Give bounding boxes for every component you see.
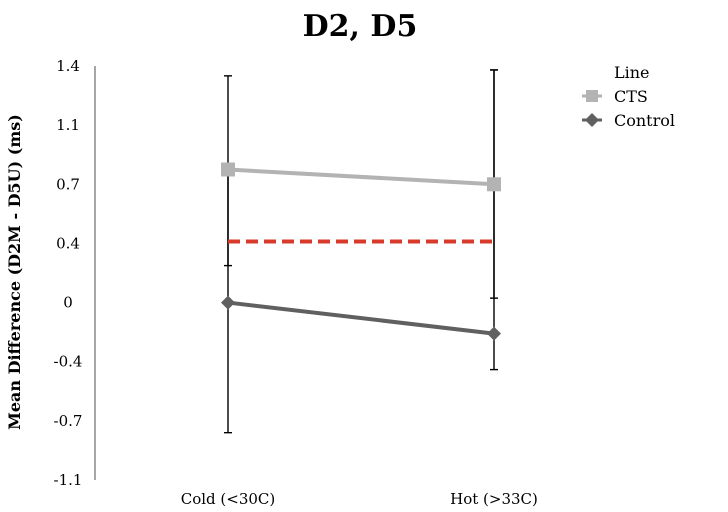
data-point-cts (487, 177, 501, 192)
data-point-cts (221, 162, 235, 177)
data-point-control (487, 326, 501, 341)
y-tick-label: -1.1 (54, 471, 83, 489)
legend-title: Line (614, 63, 650, 82)
y-tick-label: -0.4 (54, 353, 83, 371)
y-tick-label: -0.7 (54, 412, 83, 430)
y-tick-labels: 1.4 1.1 0.7 0.4 0 -0.4 -0.7 -1.1 (54, 57, 83, 489)
legend-label-cts: CTS (614, 87, 648, 106)
chart-title: D2, D5 (303, 9, 418, 44)
y-tick-label: 1.1 (56, 116, 80, 134)
y-tick-label: 0.4 (56, 234, 80, 252)
error-bars (224, 69, 498, 434)
y-tick-label: 1.4 (56, 57, 80, 75)
series-group (221, 162, 501, 341)
legend-label-control: Control (614, 111, 675, 130)
data-point-control (221, 295, 235, 310)
series-line-cts (227, 167, 495, 187)
y-tick-label: 0.7 (56, 175, 80, 193)
y-axis-label: Mean Difference (D2M - D5U) (ms) (5, 114, 24, 430)
x-tick-label: Hot (>33C) (450, 490, 538, 508)
y-tick-label: 0 (63, 294, 73, 312)
x-tick-labels: Cold (<30C) Hot (>33C) (181, 490, 538, 508)
legend: Line CTS Control (582, 63, 675, 130)
legend-marker-cts (586, 90, 598, 102)
legend-marker-control (585, 113, 599, 127)
series-line-control (227, 300, 495, 336)
x-tick-label: Cold (<30C) (181, 490, 276, 508)
